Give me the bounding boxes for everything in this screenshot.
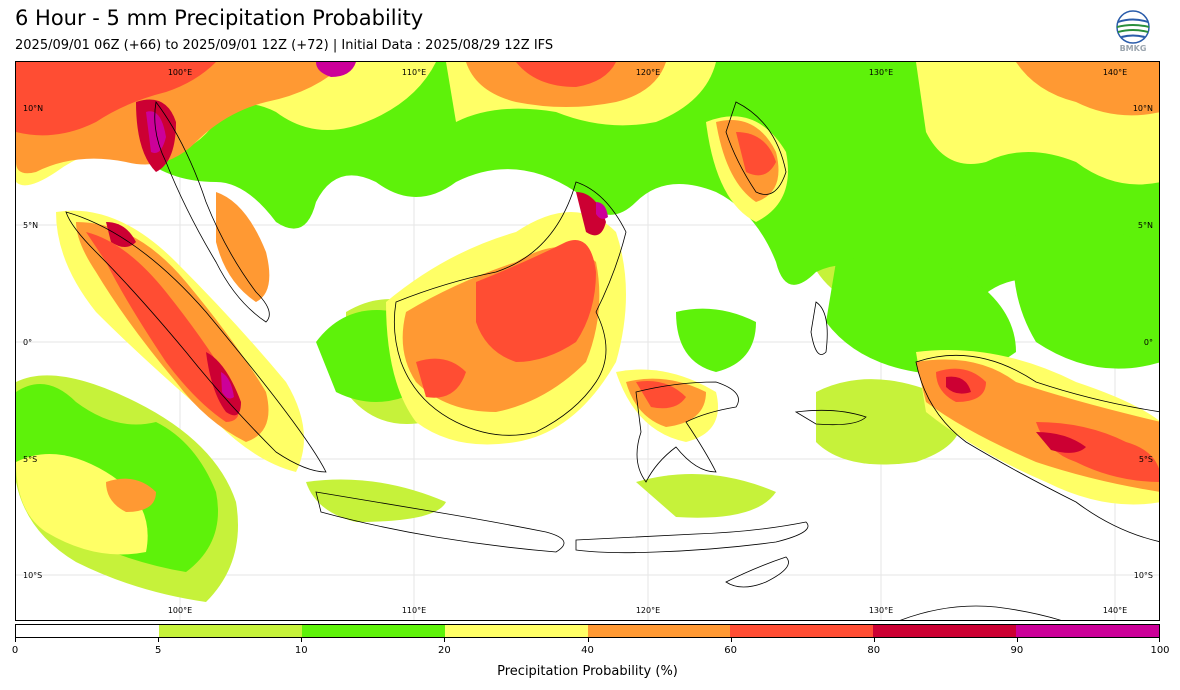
coast-halmahera [810,301,828,355]
precip-field-60-80 [16,62,1159,482]
coast-timor [725,556,789,588]
colorbar-tick [873,638,875,642]
lat-label: 10°N [1133,104,1153,113]
colorbar-tick-label: 80 [867,645,881,656]
logo-text: BMKG [1119,44,1147,53]
colorbar-tick [15,638,16,642]
lon-label: 100°E [168,606,192,615]
colorbar-tick-label: 20 [438,645,451,656]
lat-labels-left: 10°N 5°N 0° 5°S 10°S [23,104,43,580]
coastlines [65,101,1159,620]
colorbar-tick-label: 100 [1150,645,1170,656]
lon-label: 130°E [869,606,893,615]
lat-label: 5°N [23,221,38,230]
lon-labels-top: 100°E 110°E 120°E 130°E 140°E [168,68,1127,77]
colorbar-segment [301,625,445,637]
colorbar-tick [158,638,160,642]
colorbar-tick [587,638,589,642]
coast-malay-peninsula [154,101,270,323]
coast-nusa-tenggara [575,521,809,554]
bmkg-logo: BMKG [1114,10,1152,56]
coast-sumatra [65,211,327,473]
coast-maluku [794,409,867,426]
lon-label: 110°E [402,68,426,77]
coast-australia-north [900,605,1062,620]
lat-label: 5°S [1139,455,1153,464]
lat-label: 5°N [1138,221,1153,230]
lat-labels-right: 10°N 5°N 0° 5°S 10°S [1133,104,1153,580]
lon-label: 140°E [1103,606,1127,615]
coast-philippines [725,101,787,195]
colorbar-tick-label: 60 [724,645,737,656]
coast-sulawesi [635,381,739,483]
colorbar-tick-label: 40 [581,645,594,656]
lon-labels-bottom: 100°E 110°E 120°E 130°E 140°E [168,606,1127,615]
coast-java [315,491,565,553]
lat-label: 5°S [23,455,37,464]
colorbar-segment [1016,625,1159,637]
precipitation-map: 100°E 110°E 120°E 130°E 140°E 100°E 110°… [15,61,1160,621]
colorbar-segment [873,625,1017,637]
colorbar-segment [444,625,588,637]
colorbar-segment [158,625,302,637]
colorbar-title: Precipitation Probability (%) [497,664,678,679]
coast-borneo [393,181,627,436]
colorbar-tick-label: 10 [294,645,308,656]
map-subtitle: 2025/09/01 06Z (+66) to 2025/09/01 12Z (… [15,38,554,53]
lon-label: 110°E [402,606,426,615]
coast-new-guinea [915,354,1159,542]
lat-label: 0° [1144,338,1153,347]
lon-label: 120°E [636,606,660,615]
colorbar-tick [1159,638,1160,642]
colorbar-tick-label: 90 [1010,645,1024,656]
globe-icon [1116,10,1150,44]
lat-label: 10°S [1134,571,1153,580]
lon-label: 100°E [168,68,192,77]
map-title: 6 Hour - 5 mm Precipitation Probability [15,6,424,30]
lat-label: 10°S [23,571,42,580]
lat-label: 10°N [23,104,43,113]
colorbar-tick [444,638,446,642]
colorbar-tick [1016,638,1018,642]
map-canvas: 100°E 110°E 120°E 130°E 140°E 100°E 110°… [16,62,1159,620]
lon-label: 140°E [1103,68,1127,77]
lat-label: 0° [23,338,32,347]
colorbar-tick-label: 5 [154,645,162,656]
colorbar-tick [301,638,303,642]
lon-label: 120°E [636,68,660,77]
colorbar-tick [730,638,732,642]
colorbar-segment [730,625,874,637]
colorbar-ticks: 0 5 10 20 40 60 80 90 100 [11,638,1170,658]
colorbar-segment [587,625,731,637]
colorbar [15,624,1160,638]
colorbar-segment [16,625,159,637]
colorbar-tick-label: 0 [11,645,19,656]
lon-label: 130°E [869,68,893,77]
